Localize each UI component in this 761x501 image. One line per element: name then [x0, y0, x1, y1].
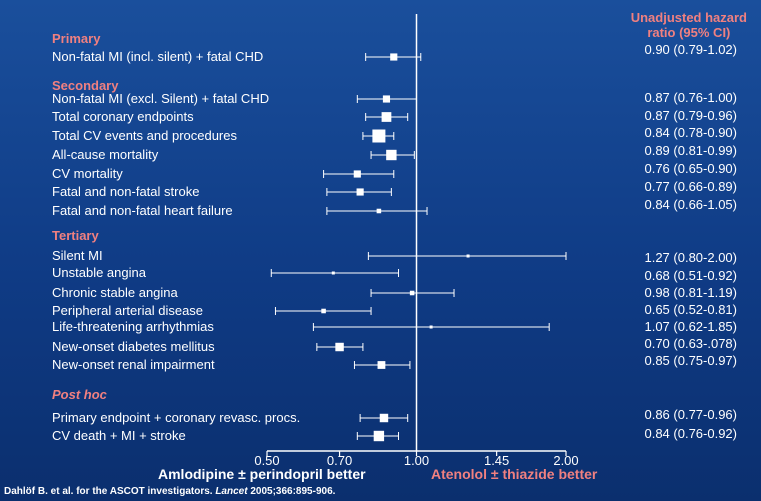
- row-label: Unstable angina: [52, 265, 146, 280]
- forest-row-mark: [367, 252, 567, 260]
- forest-row-mark: [370, 289, 455, 297]
- row-label: Non-fatal MI (incl. silent) + fatal CHD: [52, 49, 264, 64]
- row-hr-value: 0.87 (0.79-0.96): [644, 108, 737, 123]
- hazard-ratio-point: [321, 308, 326, 314]
- row-hr-value: 1.27 (0.80-2.00): [644, 250, 737, 265]
- x-tick-label: 0.70: [326, 453, 353, 468]
- forest-row-mark: [365, 53, 422, 61]
- row-label: CV mortality: [52, 166, 123, 181]
- hazard-ratio-point: [382, 95, 391, 103]
- row-hr-value: 0.84 (0.66-1.05): [644, 197, 737, 212]
- row-label: All-cause mortality: [52, 147, 159, 162]
- row-label: Non-fatal MI (excl. Silent) + fatal CHD: [52, 91, 270, 106]
- hazard-ratio-point: [390, 53, 398, 61]
- citation-journal: Lancet: [215, 486, 248, 497]
- row-hr-value: 0.84 (0.76-0.92): [644, 426, 737, 441]
- hazard-ratio-point: [353, 170, 361, 178]
- forest-row-mark: [353, 361, 411, 369]
- section-post-hoc: Post hoc: [52, 387, 107, 402]
- row-hr-value: 0.86 (0.77-0.96): [644, 407, 737, 422]
- forest-row-mark: [362, 129, 395, 143]
- row-label: Total coronary endpoints: [52, 109, 194, 124]
- hazard-ratio-point: [381, 112, 392, 122]
- row-label: New-onset renal impairment: [52, 357, 215, 372]
- hazard-ratio-point: [373, 430, 385, 442]
- hr-column-header-line2: ratio (95% CI): [647, 25, 731, 40]
- hazard-ratio-point: [356, 188, 364, 196]
- row-label: CV death + MI + stroke: [52, 428, 186, 443]
- x-tick-label: 1.00: [403, 453, 430, 468]
- x-tick-label: 2.00: [553, 453, 579, 468]
- section-secondary: Secondary: [52, 78, 119, 93]
- x-tick-label: 1.45: [483, 453, 510, 468]
- forest-row-mark: [356, 95, 417, 103]
- forest-row-mark: [326, 207, 428, 215]
- section-tertiary: Tertiary: [52, 228, 99, 243]
- row-hr-value: 0.76 (0.65-0.90): [644, 161, 737, 176]
- hazard-ratio-point: [409, 290, 415, 296]
- row-hr-value: 0.70 (0.63-.078): [644, 336, 737, 351]
- forest-row-mark: [270, 269, 400, 277]
- forest-row-mark: [326, 188, 392, 196]
- forest-row-mark: [312, 323, 550, 331]
- citation-details: 2005;366:895-906.: [247, 486, 336, 497]
- row-label: Fatal and non-fatal stroke: [52, 184, 200, 199]
- row-label: Peripheral arterial disease: [52, 303, 204, 318]
- hazard-ratio-point: [377, 361, 386, 369]
- row-hr-value: 0.65 (0.52-0.81): [644, 302, 737, 317]
- row-hr-value: 0.68 (0.51-0.92): [644, 268, 737, 283]
- forest-row-mark: [356, 430, 400, 442]
- section-primary: Primary: [52, 31, 101, 46]
- row-label: New-onset diabetes mellitus: [52, 339, 215, 354]
- hazard-ratio-point: [379, 413, 389, 423]
- row-hr-value: 0.85 (0.75-0.97): [644, 353, 737, 368]
- row-label: Silent MI: [52, 248, 103, 263]
- row-hr-value: 0.90 (0.79-1.02): [644, 42, 737, 57]
- hazard-ratio-point: [429, 325, 433, 329]
- row-hr-value: 0.89 (0.81-0.99): [644, 143, 737, 158]
- row-label: Total CV events and procedures: [52, 128, 237, 143]
- forest-row-mark: [365, 112, 409, 122]
- row-label: Chronic stable angina: [52, 285, 178, 300]
- forest-row-mark: [323, 170, 395, 178]
- citation-authors: Dahlöf B. et al. for the ASCOT investiga…: [4, 486, 216, 497]
- x-tick-label: 0.50: [254, 453, 280, 468]
- hazard-ratio-point: [331, 271, 335, 275]
- row-hr-value: 0.98 (0.81-1.19): [644, 285, 737, 300]
- row-label: Fatal and non-fatal heart failure: [52, 203, 233, 218]
- row-hr-value: 1.07 (0.62-1.85): [644, 319, 737, 334]
- row-label: Primary endpoint + coronary revasc. proc…: [52, 410, 301, 425]
- left-annotation: Amlodipine ± perindopril better: [158, 466, 366, 482]
- row-hr-value: 0.84 (0.78-0.90): [644, 125, 737, 140]
- hazard-ratio-point: [372, 129, 386, 143]
- forest-row-mark: [370, 149, 415, 161]
- hazard-ratio-point: [376, 208, 382, 214]
- forest-row-mark: [316, 342, 364, 352]
- hazard-ratio-point: [386, 149, 397, 161]
- row-label: Life-threatening arrhythmias: [52, 319, 214, 334]
- hr-column-header: Unadjusted hazard ratio (95% CI): [631, 10, 747, 40]
- row-hr-value: 0.77 (0.66-0.89): [644, 179, 737, 194]
- right-annotation: Atenolol ± thiazide better: [431, 466, 598, 482]
- hazard-ratio-point: [335, 342, 344, 352]
- forest-row-mark: [274, 307, 372, 315]
- hazard-ratio-point: [466, 254, 470, 258]
- citation: Dahlöf B. et al. for the ASCOT investiga…: [4, 486, 335, 497]
- forest-row-mark: [359, 413, 409, 423]
- row-hr-value: 0.87 (0.76-1.00): [644, 90, 737, 105]
- hr-column-header-line1: Unadjusted hazard: [630, 10, 747, 25]
